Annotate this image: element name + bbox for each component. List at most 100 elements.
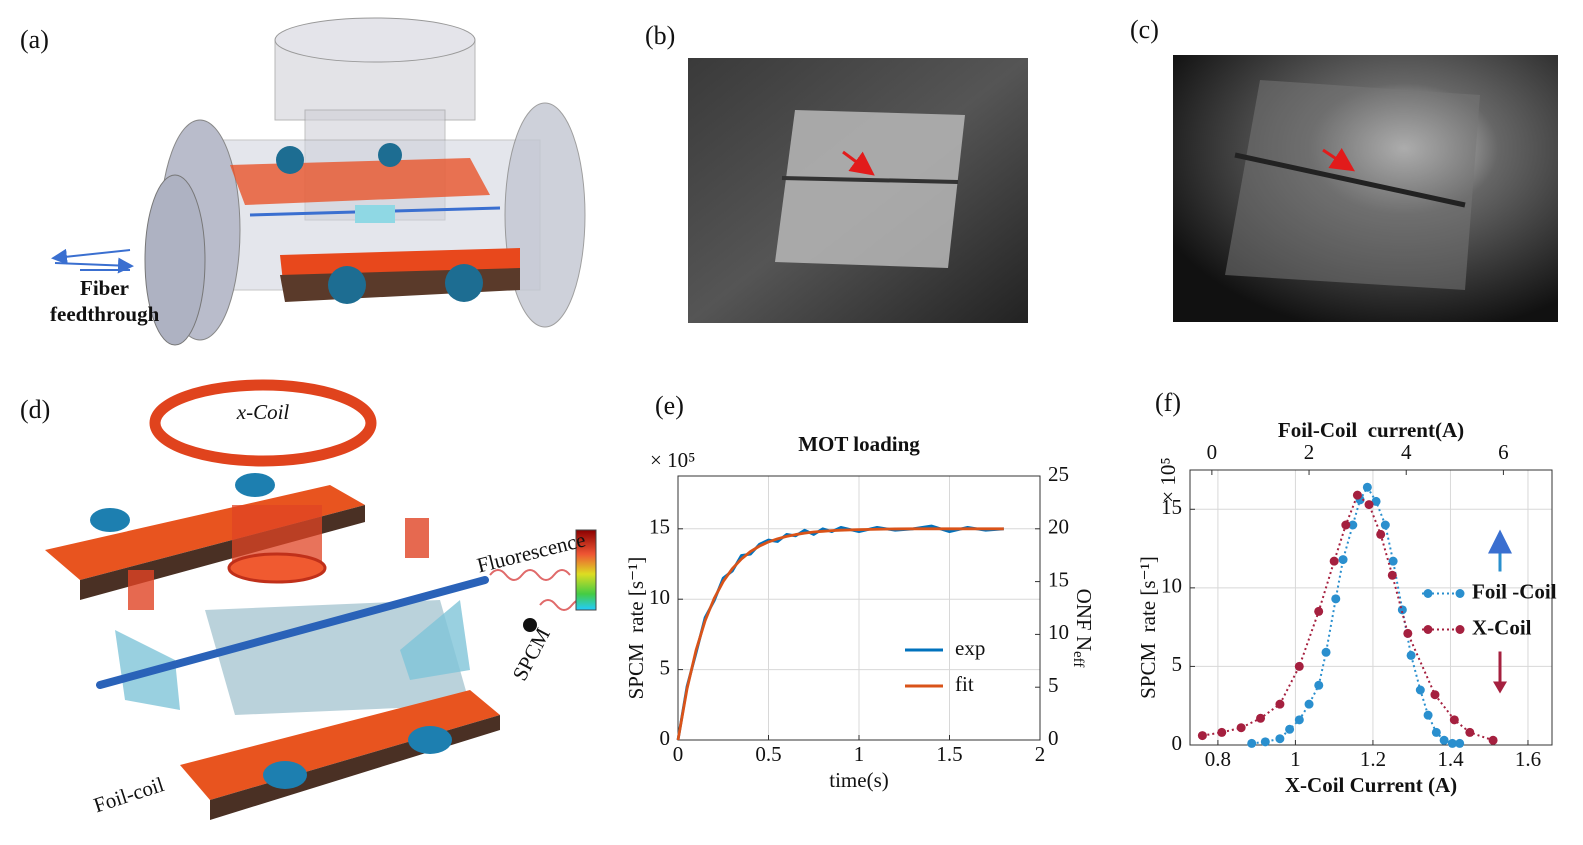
- data-point: [1331, 594, 1341, 604]
- fiber-label: feedthrough: [50, 302, 160, 326]
- data-point: [1256, 713, 1266, 723]
- x2-tick-label: 0: [1207, 440, 1218, 464]
- series-line: [676, 527, 1004, 741]
- x-tick-label: 0.5: [755, 742, 781, 766]
- data-point: [1439, 735, 1449, 745]
- x-tick-label: 1: [854, 742, 865, 766]
- x-tick-label: 1.5: [936, 742, 962, 766]
- series-line: [676, 524, 1004, 741]
- x2-tick-label: 4: [1401, 440, 1412, 464]
- data-point: [1294, 715, 1304, 725]
- data-point: [1430, 690, 1440, 700]
- y2-tick-label: 15: [1048, 567, 1069, 591]
- legend-label: X-Coil: [1472, 615, 1532, 639]
- data-point: [1388, 556, 1398, 566]
- y2-axis-label: ONF Neff: [1070, 589, 1097, 668]
- series-line: [1202, 494, 1494, 742]
- panel-label: (b): [645, 21, 675, 50]
- data-point: [1314, 606, 1324, 616]
- panel-label: (f): [1155, 388, 1181, 417]
- y-tick-label: 15: [649, 515, 670, 539]
- legend-marker: [1455, 625, 1465, 634]
- plot-frame: [677, 475, 1041, 741]
- data-point: [1371, 496, 1381, 506]
- legend-label: exp: [955, 636, 985, 660]
- x-tick-label: 1.6: [1515, 747, 1541, 771]
- y2-axis-label-main: ONF N: [1072, 589, 1096, 651]
- y-tick-label: 10: [649, 585, 670, 609]
- legend-label: Foil -Coil: [1472, 579, 1557, 603]
- data-point: [1260, 737, 1270, 747]
- data-point: [1406, 650, 1416, 660]
- x2-tick-label: 2: [1304, 440, 1315, 464]
- data-point: [1449, 715, 1459, 725]
- axis-multiplier: × 10⁵: [1156, 457, 1180, 502]
- coil-label: x-Coil: [236, 400, 290, 424]
- legend-marker: [1423, 589, 1433, 598]
- data-point: [1236, 723, 1246, 733]
- x-tick-label: 1.2: [1360, 747, 1386, 771]
- data-point: [1247, 738, 1257, 748]
- x-tick-label: 0.8: [1205, 747, 1231, 771]
- data-point: [1321, 647, 1331, 657]
- data-point: [1338, 555, 1348, 565]
- x-tick-label: 2: [1035, 742, 1046, 766]
- y2-tick-label: 25: [1048, 462, 1069, 486]
- y2-tick-label: 5: [1048, 673, 1059, 697]
- data-point: [1488, 735, 1498, 745]
- foil-label: Foil-coil: [91, 772, 167, 817]
- data-point: [1304, 699, 1314, 709]
- data-point: [1285, 724, 1295, 734]
- y-tick-label: 5: [1172, 652, 1183, 676]
- y2-tick-label: 20: [1048, 515, 1069, 539]
- data-point: [1465, 727, 1475, 737]
- data-point: [1447, 738, 1457, 748]
- x-tick-label: 0: [673, 742, 684, 766]
- data-point: [1362, 482, 1372, 492]
- y2-tick-label: 0: [1048, 726, 1059, 750]
- spcm-label: SPCM: [507, 624, 555, 685]
- axis-multiplier: × 10⁵: [650, 448, 695, 472]
- x-axis-label: time(s): [829, 768, 888, 792]
- data-point: [1275, 734, 1285, 744]
- y2-tick-label: 10: [1048, 620, 1069, 644]
- data-point: [1364, 500, 1374, 510]
- data-point: [1294, 661, 1304, 671]
- chamber-illustration: [51, 17, 586, 346]
- data-point: [1275, 699, 1285, 709]
- y-tick-label: 10: [1161, 574, 1182, 598]
- x-tick-label: 1: [1290, 747, 1301, 771]
- chart-title: MOT loading: [798, 432, 920, 456]
- data-point: [1217, 727, 1227, 737]
- fiber-label: Fiber: [80, 276, 129, 300]
- photo-c: [1173, 55, 1558, 322]
- data-point: [1348, 520, 1358, 530]
- panel-label: (c): [1130, 15, 1159, 44]
- data-point: [1197, 731, 1207, 741]
- x2-tick-label: 6: [1498, 440, 1509, 464]
- data-point: [1352, 490, 1362, 500]
- schematic: [45, 379, 597, 820]
- panel-labels: (a) (b) (c) (d) (e) (f): [20, 15, 1181, 424]
- legend-marker: [1423, 625, 1433, 634]
- legend-label: fit: [955, 672, 974, 696]
- panel-label: (a): [20, 25, 49, 54]
- data-point: [1329, 556, 1339, 566]
- data-point: [1415, 685, 1425, 695]
- x2-axis-label: Foil-Coil current(A): [1278, 418, 1464, 442]
- y-axis-label: SPCM rate [s⁻¹]: [624, 557, 648, 700]
- panel-label: (d): [20, 395, 50, 424]
- data-point: [1341, 520, 1351, 530]
- data-point: [1314, 680, 1324, 690]
- data-point: [1455, 738, 1465, 748]
- photo-b: [688, 58, 1028, 323]
- data-point: [1423, 710, 1433, 720]
- plot-frame: [1189, 469, 1553, 746]
- y2-axis-label-sub: eff: [1070, 651, 1086, 667]
- data-point: [1387, 570, 1397, 580]
- axis-arrow-head: [1493, 681, 1507, 694]
- x-tick-label: 1.4: [1437, 747, 1464, 771]
- legend-marker: [1455, 589, 1465, 598]
